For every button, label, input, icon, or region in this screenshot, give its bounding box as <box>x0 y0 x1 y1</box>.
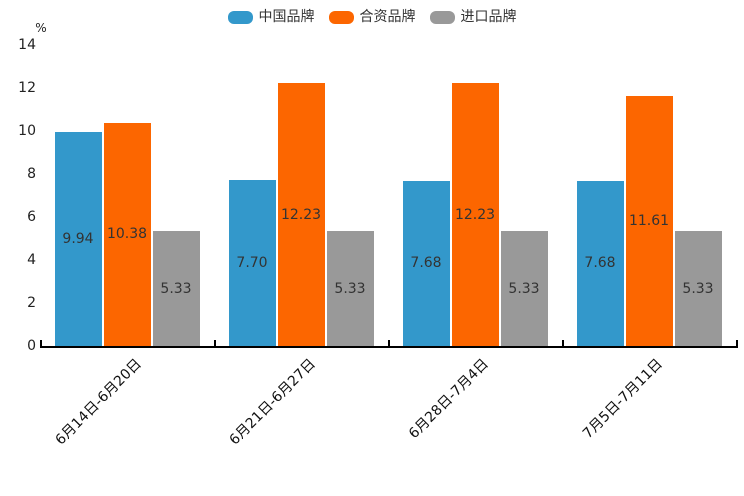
y-tick-label: 6 <box>27 209 36 225</box>
y-tick-label: 12 <box>18 80 36 96</box>
bar <box>326 231 374 346</box>
bar-value-label: 9.94 <box>62 231 94 248</box>
x-axis-tick <box>214 340 216 348</box>
x-tick-label: 6月28日-7月4日 <box>406 356 493 442</box>
bar-value-label: 5.33 <box>334 280 366 297</box>
y-tick-label: 2 <box>27 295 36 311</box>
bar <box>500 231 548 346</box>
bar <box>54 132 102 346</box>
y-tick-label: 4 <box>27 252 36 268</box>
bar <box>451 83 499 346</box>
x-axis-tick <box>40 340 42 348</box>
x-axis-tick <box>736 340 738 348</box>
bar-value-label: 7.68 <box>584 255 616 272</box>
bar-value-label: 5.33 <box>508 280 540 297</box>
bar-value-label: 5.33 <box>160 280 192 297</box>
legend-label: 中国品牌 <box>258 9 315 25</box>
legend-swatch-joint-venture-brands <box>328 10 354 24</box>
legend: 中国品牌 合资品牌 进口品牌 <box>0 7 744 27</box>
x-tick-label: 7月5日-7月11日 <box>580 356 667 442</box>
bar <box>103 122 151 346</box>
x-axis-tick <box>562 340 564 348</box>
legend-item-joint-venture-brands[interactable]: 合资品牌 <box>328 8 416 26</box>
legend-swatch-imported-brands <box>429 10 455 24</box>
legend-label: 进口品牌 <box>460 9 517 25</box>
legend-label: 合资品牌 <box>359 9 416 25</box>
legend-item-china-brands[interactable]: 中国品牌 <box>227 8 315 26</box>
bar-value-label: 5.33 <box>682 280 714 297</box>
y-tick-label: 8 <box>27 166 36 182</box>
y-tick-label: 10 <box>18 123 36 139</box>
legend-swatch-china-brands <box>227 10 253 24</box>
bar <box>277 83 325 346</box>
bar <box>674 231 722 346</box>
bar-value-label: 7.70 <box>236 255 268 272</box>
bar-value-label: 11.61 <box>628 213 670 230</box>
y-axis-unit-label: % <box>35 21 47 35</box>
bar-value-label: 10.38 <box>106 226 148 243</box>
y-tick-label: 14 <box>18 37 36 53</box>
bar <box>152 231 200 346</box>
legend-item-imported-brands[interactable]: 进口品牌 <box>429 8 517 26</box>
x-tick-label: 6月14日-6月20日 <box>52 356 145 449</box>
bar <box>228 180 276 346</box>
x-axis-tick <box>388 340 390 348</box>
bar-value-label: 12.23 <box>454 206 496 223</box>
bar <box>402 180 450 346</box>
x-tick-label: 6月21日-6月27日 <box>226 356 319 449</box>
bar-value-label: 7.68 <box>410 255 442 272</box>
y-tick-label: 0 <box>27 338 36 354</box>
bar <box>576 180 624 346</box>
bar-value-label: 12.23 <box>280 206 322 223</box>
bar <box>625 96 673 346</box>
